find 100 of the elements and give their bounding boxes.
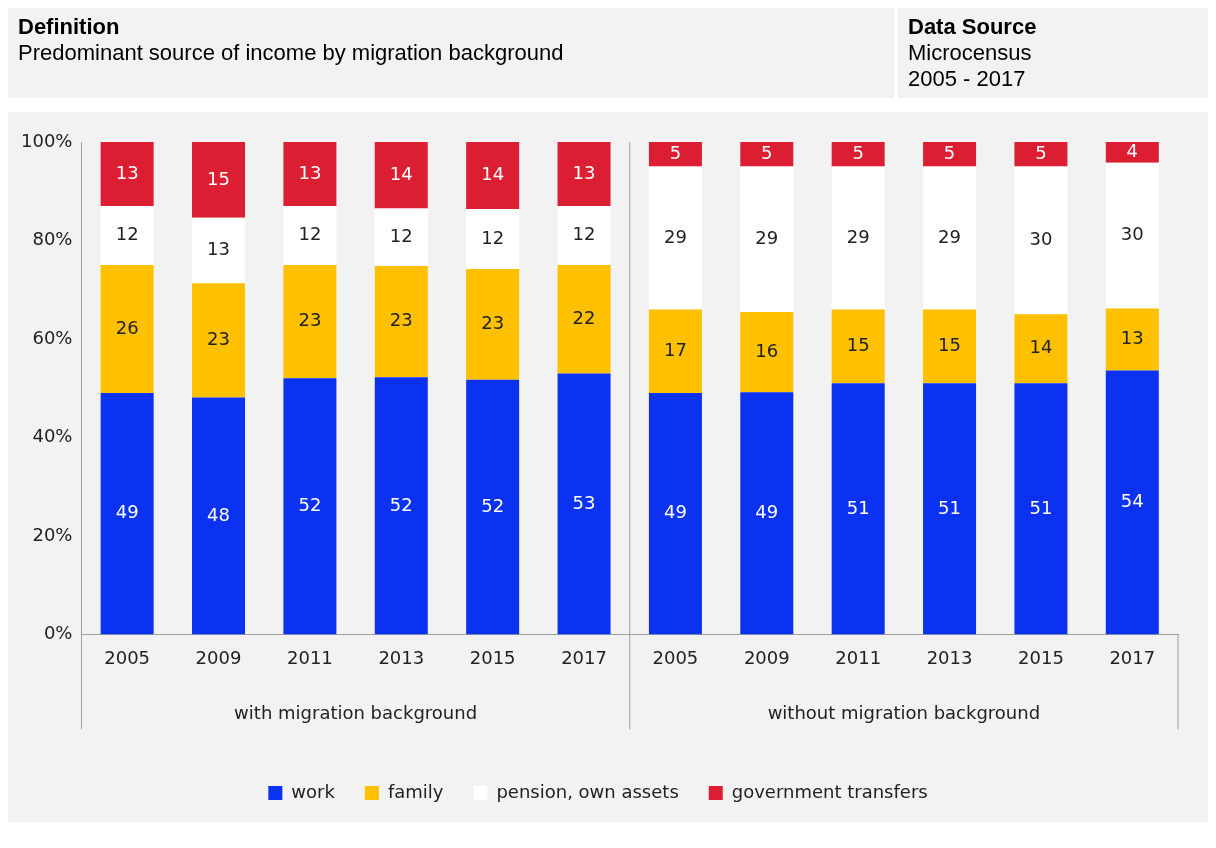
data-label: 29: [938, 225, 962, 247]
data-label: 13: [572, 161, 596, 183]
data-label: 15: [207, 167, 230, 189]
data-label: 52: [481, 494, 505, 516]
bar: [100, 206, 154, 266]
y-tick-label: 20%: [32, 523, 73, 545]
bar: [374, 208, 428, 267]
data-label: 12: [298, 223, 322, 245]
bar: [1105, 370, 1159, 635]
bar: [923, 142, 977, 167]
bar: [1014, 166, 1068, 315]
bar: [283, 378, 337, 635]
bar: [466, 208, 520, 270]
bar: [831, 166, 885, 310]
bar: [740, 166, 794, 312]
bar: [466, 379, 520, 635]
data-label: 26: [115, 316, 139, 338]
bar: [100, 265, 154, 394]
x-tick-label: 2009: [195, 646, 242, 668]
bar: [192, 283, 246, 398]
data-label: 5: [761, 141, 773, 163]
text: Microcensus: [908, 40, 1033, 66]
bar: [283, 206, 337, 266]
bar: [923, 166, 977, 310]
data-label: 51: [1029, 496, 1053, 518]
data-label: 23: [389, 309, 413, 331]
bar: [1014, 142, 1068, 167]
x-tick-label: 2013: [378, 646, 425, 668]
data-label: 4: [1126, 140, 1139, 162]
bar: [648, 309, 702, 394]
data-label: 15: [938, 334, 962, 356]
y-tick-label: 0%: [43, 622, 73, 644]
x-tick-label: 2009: [743, 646, 790, 668]
bar: [1105, 142, 1159, 163]
bar: [557, 373, 611, 635]
bar: [374, 377, 428, 635]
bar: [557, 206, 611, 266]
bar: [1014, 383, 1068, 635]
legend-label: pension, own assets: [496, 780, 679, 802]
bar: [100, 142, 154, 207]
data-label: 12: [572, 223, 596, 245]
x-tick-label: 2015: [469, 646, 516, 668]
data-label: 14: [481, 163, 505, 185]
text: Definition: [18, 14, 121, 40]
text: without migration background: [767, 702, 1041, 724]
bar: [192, 142, 246, 218]
legend-label: work: [291, 780, 336, 802]
data-label: 5: [852, 141, 864, 163]
data-label: 13: [115, 161, 139, 183]
bar: [557, 265, 611, 374]
data-label: 23: [207, 328, 230, 350]
bar: [466, 142, 520, 209]
data-label: 30: [1029, 228, 1053, 250]
data-label: 14: [1029, 336, 1053, 358]
x-tick-label: 2005: [104, 646, 151, 668]
data-label: 29: [755, 226, 779, 248]
data-label: 51: [846, 496, 870, 518]
data-label: 51: [938, 496, 962, 518]
text: Data Source: [908, 14, 1038, 40]
data-label: 13: [298, 161, 322, 183]
y-tick-label: 100%: [20, 129, 73, 151]
x-tick-label: 2017: [561, 646, 607, 668]
data-label: 13: [1120, 327, 1144, 349]
y-tick-label: 60%: [32, 326, 73, 348]
data-label: 29: [663, 225, 687, 247]
bar: [831, 142, 885, 167]
data-label: 29: [846, 225, 870, 247]
text: with migration background: [234, 702, 478, 724]
bar: [1105, 162, 1159, 309]
bar: [557, 142, 611, 207]
bar: [740, 142, 794, 167]
bar: [923, 309, 977, 384]
data-label: 52: [389, 493, 413, 515]
data-label: 48: [207, 503, 230, 525]
bar: [648, 166, 702, 310]
data-label: 52: [298, 494, 322, 516]
data-label: 5: [943, 141, 956, 163]
data-label: 16: [755, 339, 779, 361]
data-label: 54: [1120, 490, 1144, 512]
bar: [466, 269, 520, 380]
data-label: 14: [389, 162, 413, 184]
data-label: 13: [207, 238, 230, 260]
bar: [831, 309, 885, 384]
data-label: 22: [572, 306, 596, 328]
x-tick-label: 2011: [835, 646, 882, 668]
legend-label: family: [387, 780, 444, 802]
data-label: 23: [481, 312, 505, 334]
data-label: 12: [481, 226, 505, 248]
text: 2005 - 2017: [908, 66, 1027, 92]
bar: [374, 266, 428, 378]
x-tick-label: 2013: [926, 646, 973, 668]
bar: [740, 392, 794, 635]
data-label: 15: [846, 334, 870, 356]
data-label: 49: [663, 501, 687, 523]
data-label: 5: [669, 141, 682, 163]
bar: [374, 142, 428, 209]
y-tick-label: 80%: [32, 228, 73, 250]
y-tick-label: 40%: [32, 425, 73, 447]
x-tick-label: 2011: [287, 646, 333, 668]
bar: [192, 397, 246, 635]
